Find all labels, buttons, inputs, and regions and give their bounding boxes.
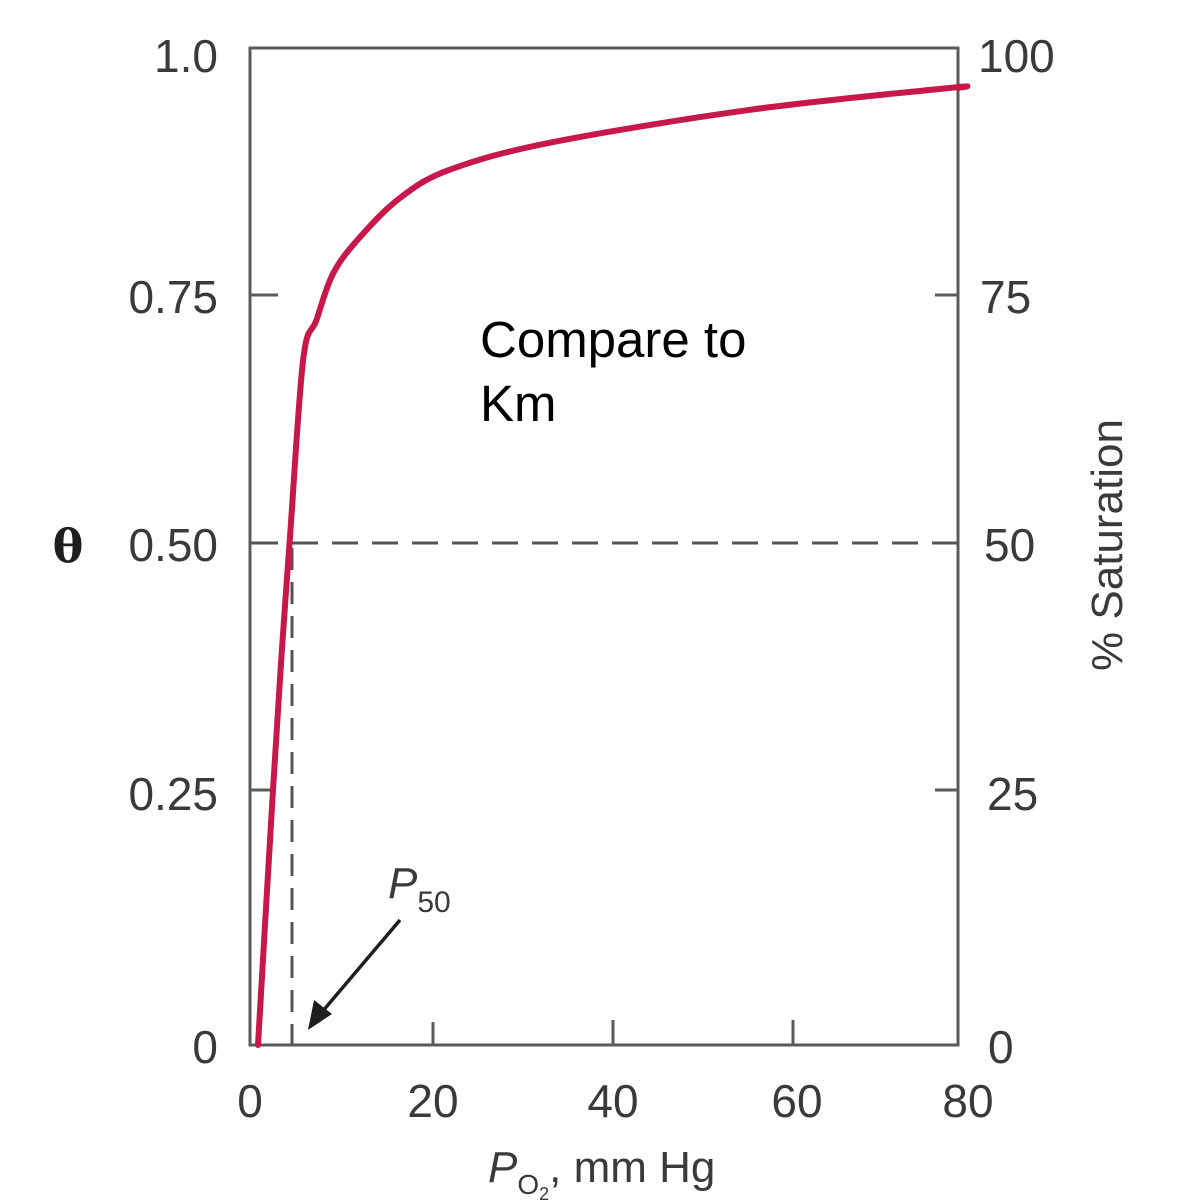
compare-to-km-annotation: Compare to Km bbox=[480, 308, 840, 436]
x-axis-title-subsub: 2 bbox=[539, 1184, 549, 1200]
right-tick-0: 0 bbox=[988, 1021, 1014, 1073]
p50-label: P50 bbox=[388, 859, 451, 919]
plot-frame bbox=[248, 46, 960, 1047]
right-y-tick-labels: 100 75 50 25 0 bbox=[978, 30, 1055, 1073]
annotation-line-2: Km bbox=[480, 375, 557, 432]
y-tick-0: 0 bbox=[192, 1021, 218, 1073]
right-tick-75: 75 bbox=[980, 271, 1031, 323]
x-axis-title-sub: O bbox=[517, 1169, 539, 1200]
y-tick-0.50: 0.50 bbox=[128, 519, 218, 571]
y-tick-1.0: 1.0 bbox=[154, 30, 218, 82]
x-tick-40: 40 bbox=[587, 1075, 638, 1127]
x-axis-title-unit: , mm Hg bbox=[549, 1143, 715, 1192]
theta-axis-label: θ bbox=[53, 519, 84, 573]
p50-label-p: P bbox=[388, 859, 418, 908]
p50-arrow bbox=[308, 918, 402, 1030]
x-ticks bbox=[431, 1020, 795, 1045]
y-tick-0.75: 0.75 bbox=[128, 271, 218, 323]
x-axis-title-p: P bbox=[488, 1143, 518, 1192]
x-tick-60: 60 bbox=[771, 1075, 822, 1127]
right-tick-25: 25 bbox=[987, 768, 1038, 820]
annotation-line-1: Compare to bbox=[480, 311, 747, 368]
binding-curve bbox=[255, 83, 971, 1048]
x-axis-title: PO2, mm Hg bbox=[488, 1143, 715, 1200]
x-tick-20: 20 bbox=[407, 1075, 458, 1127]
left-y-tick-labels: 1.0 0.75 0.50 0.25 0 bbox=[128, 30, 218, 1073]
x-tick-labels: 0 20 40 60 80 bbox=[237, 1075, 993, 1127]
right-tick-100: 100 bbox=[978, 30, 1055, 82]
right-axis-title: % Saturation bbox=[1083, 419, 1132, 671]
right-tick-50: 50 bbox=[984, 519, 1035, 571]
p50-label-sub: 50 bbox=[417, 886, 450, 919]
y-tick-0.25: 0.25 bbox=[128, 768, 218, 820]
x-tick-0: 0 bbox=[237, 1075, 263, 1127]
x-tick-80: 80 bbox=[942, 1075, 993, 1127]
